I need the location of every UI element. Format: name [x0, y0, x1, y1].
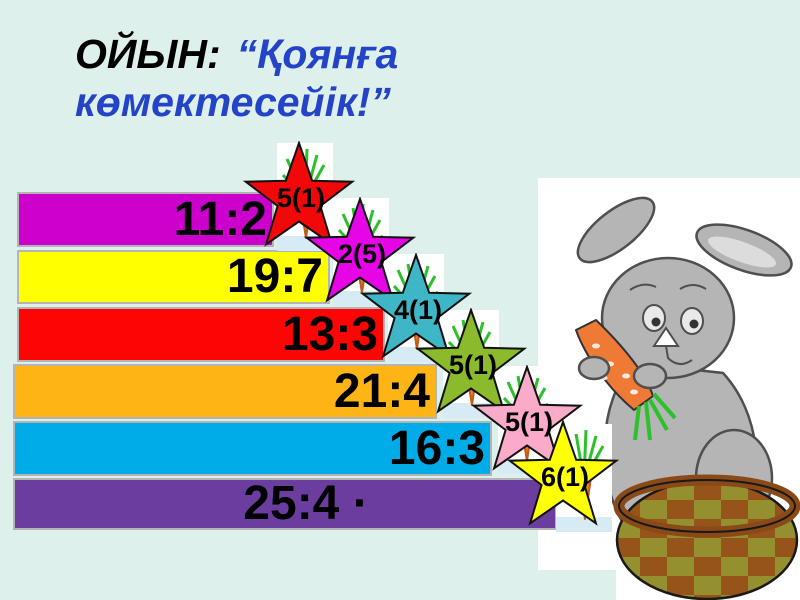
- answer-star-6[interactable]: 6(1): [503, 418, 623, 532]
- answer-star-5[interactable]: 5(1): [467, 363, 587, 477]
- division-problem-4: 21:4: [333, 364, 430, 418]
- star-shape: [242, 139, 356, 247]
- rabbit-right-pupil: [689, 319, 699, 329]
- rabbit-right-paw: [632, 362, 668, 390]
- star-shape: [414, 306, 528, 414]
- division-problem-6: 25:4 ·: [243, 477, 369, 530]
- rabbit-inner-ear: [707, 236, 777, 268]
- answer-star-1[interactable]: 5(1): [239, 139, 359, 253]
- step-bar-6: 25:4 ·: [13, 478, 557, 530]
- woven-basket-illustration: [613, 474, 800, 600]
- basket-body: [615, 479, 799, 600]
- star-answer-label: 5(1): [505, 407, 553, 437]
- answer-star-4[interactable]: 5(1): [411, 306, 531, 420]
- rabbit-nose: [652, 326, 680, 347]
- division-problem-3: 13:3: [281, 307, 378, 361]
- star-shape: [506, 418, 620, 526]
- title-line-2: көмектесейік!”: [75, 78, 398, 126]
- rabbit-face-lines: [629, 283, 707, 365]
- step-bar-5: 16:3: [13, 421, 492, 476]
- slide-title: ОЙЫН: “Қоянға көмектесейік!”: [75, 30, 398, 127]
- title-line-1: ОЙЫН: “Қоянға: [75, 30, 398, 78]
- step-bar-3: 13:3: [17, 307, 385, 362]
- step-bar-4: 21:4: [13, 364, 437, 419]
- division-problem-5: 16:3: [388, 421, 485, 475]
- title-game-label: ОЙЫН:: [75, 31, 221, 77]
- star-shape: [470, 363, 584, 471]
- answer-star-3[interactable]: 4(1): [356, 251, 476, 365]
- star-answer-label: 2(5): [338, 239, 386, 269]
- rabbit-left-pupil: [651, 317, 661, 327]
- star-shape: [359, 251, 473, 359]
- basket-rim-edge: [618, 479, 796, 533]
- step-bar-2: 19:7: [17, 250, 330, 304]
- answer-star-2[interactable]: 2(5): [300, 195, 420, 309]
- star-answer-label: 4(1): [394, 295, 442, 325]
- star-answer-label: 6(1): [541, 462, 589, 492]
- star-answer-label: 5(1): [449, 350, 497, 380]
- division-problem-1: 11:2: [173, 192, 267, 246]
- star-shape: [303, 195, 417, 303]
- step-bar-1: 11:2: [17, 192, 274, 247]
- title-quote-part2: көмектесейік!”: [75, 79, 391, 126]
- rabbit-left-paw: [577, 355, 611, 381]
- star-answer-label: 5(1): [277, 183, 325, 213]
- division-problem-2: 19:7: [226, 250, 323, 303]
- title-quote-part1: “Қоянға: [236, 31, 399, 77]
